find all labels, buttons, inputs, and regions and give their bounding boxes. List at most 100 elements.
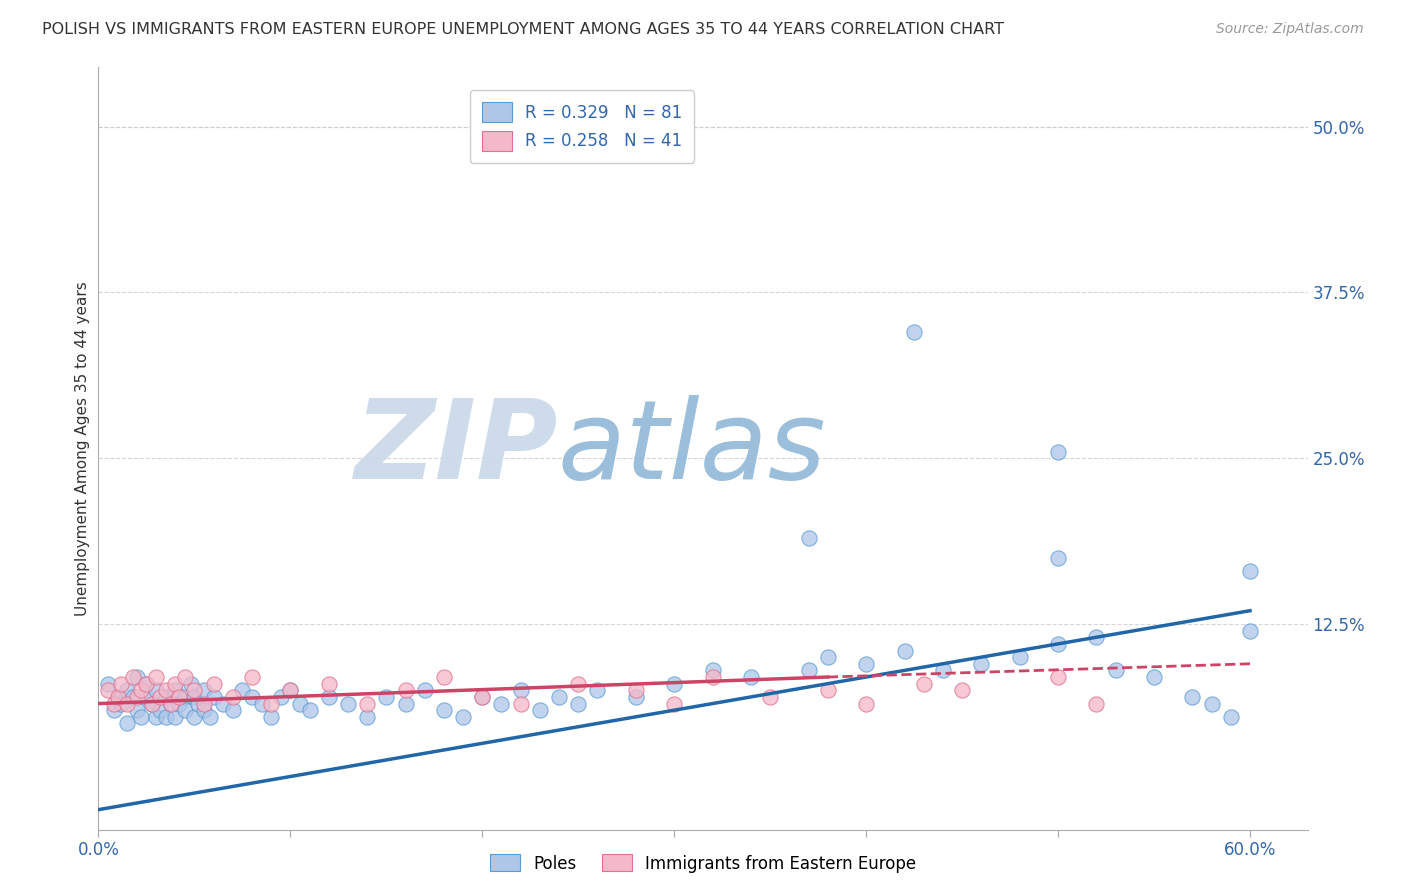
- Point: [950, 683, 973, 698]
- Point: [180, 676, 202, 690]
- Point: [222, 690, 245, 704]
- Point: [567, 697, 589, 711]
- Point: [664, 697, 686, 711]
- Point: [1085, 697, 1108, 711]
- Point: [548, 690, 571, 704]
- Point: [1201, 697, 1223, 711]
- Point: [624, 690, 647, 704]
- Point: [145, 683, 167, 698]
- Point: [107, 690, 129, 704]
- Point: [1047, 444, 1070, 458]
- Point: [1181, 690, 1204, 704]
- Point: [1047, 550, 1070, 565]
- Text: POLISH VS IMMIGRANTS FROM EASTERN EUROPE UNEMPLOYMENT AMONG AGES 35 TO 44 YEARS : POLISH VS IMMIGRANTS FROM EASTERN EUROPE…: [42, 22, 1004, 37]
- Point: [318, 676, 340, 690]
- Point: [145, 710, 167, 724]
- Point: [471, 690, 494, 704]
- Point: [129, 710, 152, 724]
- Point: [1047, 637, 1070, 651]
- Point: [509, 697, 531, 711]
- Point: [817, 650, 839, 665]
- Point: [183, 683, 205, 698]
- Point: [250, 697, 273, 711]
- Point: [855, 697, 877, 711]
- Point: [155, 690, 177, 704]
- Point: [240, 690, 263, 704]
- Point: [260, 697, 283, 711]
- Point: [135, 690, 157, 704]
- Point: [288, 697, 311, 711]
- Point: [125, 690, 148, 704]
- Y-axis label: Unemployment Among Ages 35 to 44 years: Unemployment Among Ages 35 to 44 years: [75, 281, 90, 615]
- Point: [129, 683, 152, 698]
- Point: [97, 683, 120, 698]
- Point: [280, 683, 302, 698]
- Point: [173, 670, 195, 684]
- Point: [167, 697, 190, 711]
- Point: [149, 690, 172, 704]
- Legend: R = 0.329   N = 81, R = 0.258   N = 41: R = 0.329 N = 81, R = 0.258 N = 41: [470, 90, 695, 163]
- Point: [222, 703, 245, 717]
- Point: [433, 670, 456, 684]
- Point: [202, 676, 225, 690]
- Point: [145, 670, 167, 684]
- Text: ZIP: ZIP: [354, 395, 558, 501]
- Point: [1104, 664, 1126, 678]
- Point: [110, 697, 132, 711]
- Point: [183, 690, 205, 704]
- Point: [122, 690, 145, 704]
- Point: [356, 697, 378, 711]
- Point: [260, 710, 283, 724]
- Point: [433, 703, 456, 717]
- Point: [167, 690, 190, 704]
- Point: [103, 703, 125, 717]
- Point: [1008, 650, 1031, 665]
- Point: [702, 664, 724, 678]
- Point: [1239, 564, 1261, 578]
- Point: [198, 710, 221, 724]
- Point: [193, 697, 215, 711]
- Point: [155, 710, 177, 724]
- Point: [173, 690, 195, 704]
- Point: [932, 664, 955, 678]
- Point: [270, 690, 292, 704]
- Point: [160, 697, 183, 711]
- Point: [740, 670, 762, 684]
- Point: [165, 710, 187, 724]
- Point: [97, 676, 120, 690]
- Point: [240, 670, 263, 684]
- Point: [183, 710, 205, 724]
- Point: [702, 670, 724, 684]
- Point: [375, 690, 398, 704]
- Point: [298, 703, 321, 717]
- Point: [586, 683, 609, 698]
- Point: [624, 683, 647, 698]
- Point: [336, 697, 359, 711]
- Point: [103, 697, 125, 711]
- Point: [173, 703, 195, 717]
- Point: [110, 676, 132, 690]
- Point: [107, 690, 129, 704]
- Point: [212, 697, 235, 711]
- Point: [160, 697, 183, 711]
- Point: [509, 683, 531, 698]
- Point: [141, 697, 163, 711]
- Point: [165, 683, 187, 698]
- Point: [970, 657, 993, 671]
- Point: [471, 690, 494, 704]
- Point: [356, 710, 378, 724]
- Point: [115, 697, 138, 711]
- Point: [135, 676, 157, 690]
- Point: [797, 664, 820, 678]
- Point: [1047, 670, 1070, 684]
- Point: [893, 643, 915, 657]
- Point: [912, 676, 935, 690]
- Point: [797, 531, 820, 545]
- Point: [115, 716, 138, 731]
- Point: [394, 683, 416, 698]
- Point: [491, 697, 513, 711]
- Point: [141, 697, 163, 711]
- Point: [903, 325, 925, 339]
- Point: [202, 690, 225, 704]
- Point: [155, 683, 177, 698]
